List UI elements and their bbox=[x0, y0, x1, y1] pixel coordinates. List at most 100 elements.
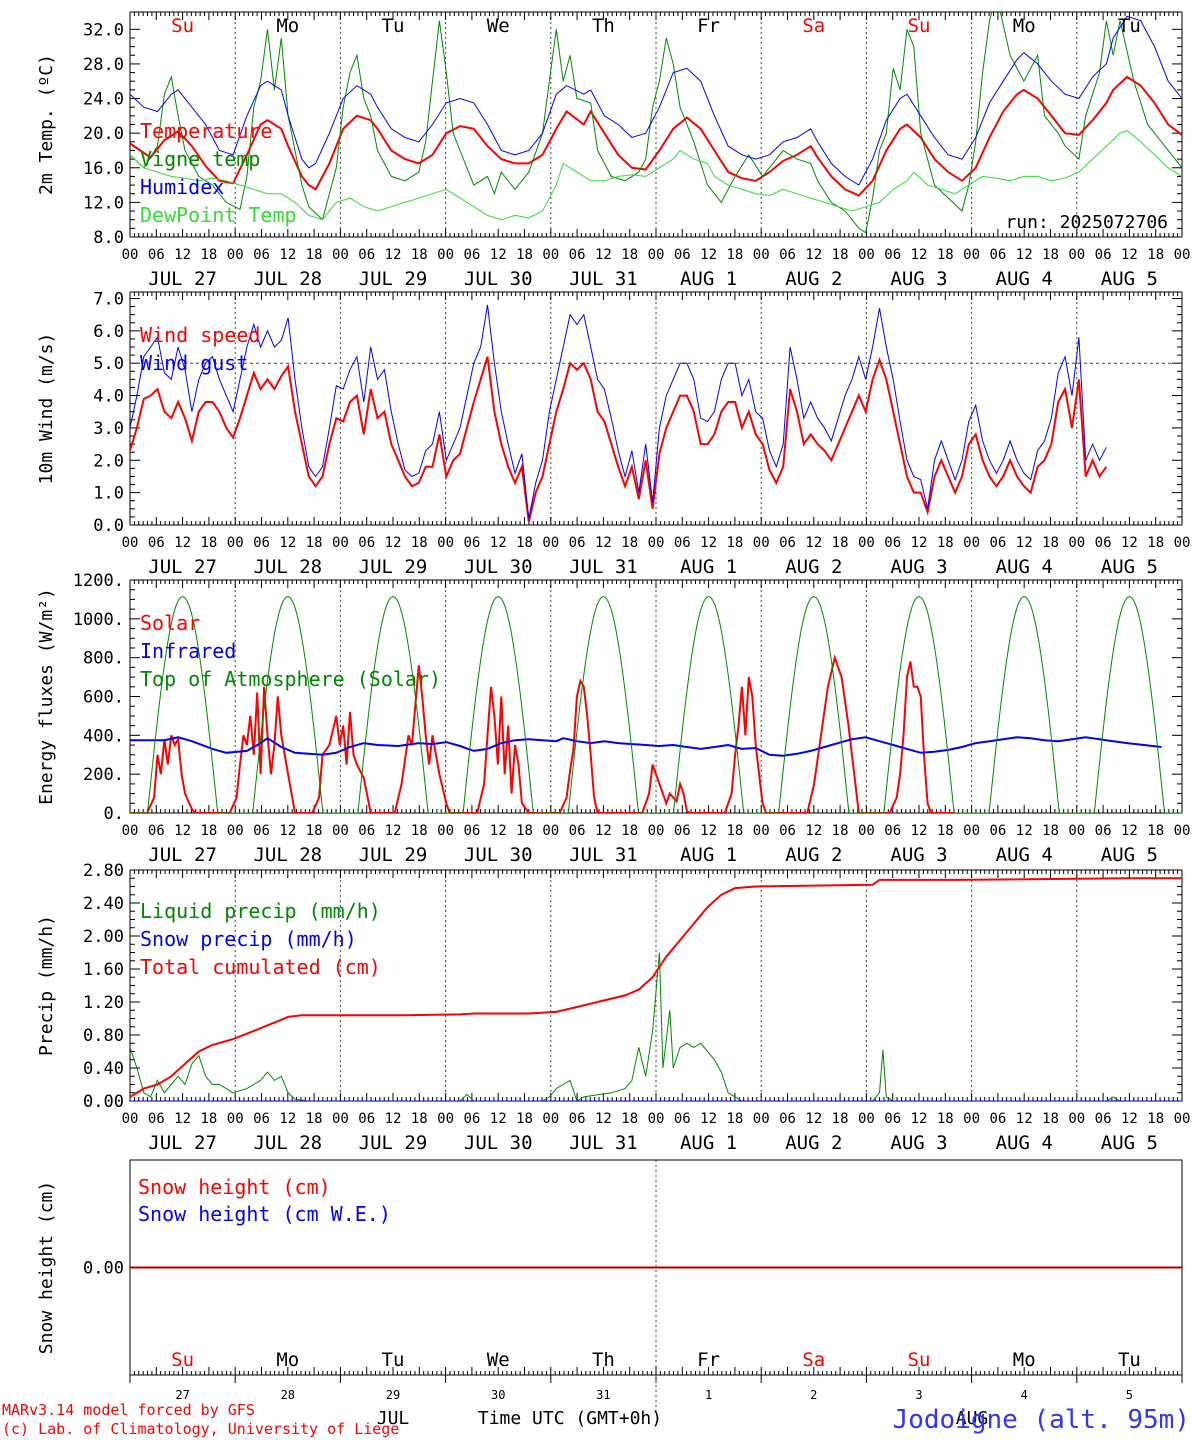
x-hour-label: 18 bbox=[200, 535, 217, 551]
legend-entry: Snow height (cm W.E.) bbox=[138, 1202, 391, 1226]
y-tick-label: 8.0 bbox=[93, 228, 124, 248]
x-hour-label: 18 bbox=[411, 247, 428, 263]
x-hour-label: 12 bbox=[700, 247, 717, 263]
x-hour-label: 00 bbox=[963, 247, 980, 263]
x-hour-label: 06 bbox=[779, 1111, 796, 1127]
y-axis-label: Energy fluxes (W/m²) bbox=[36, 588, 57, 805]
x-hour-label: 06 bbox=[674, 247, 691, 263]
x-hour-label: 12 bbox=[1016, 247, 1033, 263]
x-date-label: AUG 2 bbox=[785, 556, 842, 578]
x-hour-label: 18 bbox=[937, 823, 954, 839]
y-tick-label: 800. bbox=[83, 649, 124, 669]
series-group bbox=[130, 12, 1182, 234]
x-hour-label: 12 bbox=[174, 1111, 191, 1127]
y-tick-label: 16.0 bbox=[83, 159, 124, 179]
x-hour-label: 18 bbox=[516, 1111, 533, 1127]
day-number: 28 bbox=[281, 1388, 295, 1402]
x-date-label: JUL 30 bbox=[464, 556, 533, 578]
x-hour-label: 12 bbox=[279, 823, 296, 839]
x-hour-label: 18 bbox=[832, 1111, 849, 1127]
x-hour-label: 06 bbox=[1095, 823, 1112, 839]
x-hour-label: 12 bbox=[911, 1111, 928, 1127]
x-hour-label: 18 bbox=[937, 1111, 954, 1127]
x-hour-label: 06 bbox=[463, 535, 480, 551]
day-number: 31 bbox=[596, 1388, 610, 1402]
x-hour-label: 18 bbox=[200, 1111, 217, 1127]
day-name-bottom: Sa bbox=[802, 1349, 825, 1371]
x-hour-label: 00 bbox=[332, 823, 349, 839]
y-tick-label: 400. bbox=[83, 726, 124, 746]
x-hour-label: 18 bbox=[1042, 247, 1059, 263]
x-date-label: AUG 4 bbox=[996, 268, 1053, 290]
x-hour-label: 06 bbox=[253, 247, 270, 263]
day-name-top: Tu bbox=[1118, 15, 1141, 37]
x-hour-label: 18 bbox=[726, 1111, 743, 1127]
day-number: 3 bbox=[915, 1388, 922, 1402]
x-hour-label: 18 bbox=[306, 247, 323, 263]
x-hour-label: 12 bbox=[490, 247, 507, 263]
x-hour-label: 06 bbox=[358, 247, 375, 263]
x-date-label: JUL 31 bbox=[569, 844, 638, 866]
day-name-bottom: Fr bbox=[697, 1349, 720, 1371]
x-hour-label: 06 bbox=[884, 535, 901, 551]
x-hour-label: 00 bbox=[858, 1111, 875, 1127]
y-tick-label: 2.80 bbox=[83, 861, 124, 881]
series-line bbox=[130, 877, 1182, 1098]
legend-entry: Temperature bbox=[140, 119, 272, 143]
x-hour-label: 00 bbox=[753, 535, 770, 551]
y-axis-label: 10m Wind (m/s) bbox=[36, 333, 57, 485]
y-tick-label: 5.0 bbox=[93, 354, 124, 374]
x-hour-label: 18 bbox=[1042, 823, 1059, 839]
x-hour-label: 00 bbox=[332, 1111, 349, 1127]
x-date-label: JUL 29 bbox=[359, 844, 428, 866]
y-tick-label: 12.0 bbox=[83, 193, 124, 213]
x-date-label: JUL 30 bbox=[464, 268, 533, 290]
x-date-label: AUG 3 bbox=[890, 556, 947, 578]
y-tick-label: 0. bbox=[104, 804, 124, 824]
day-name-top: Sa bbox=[802, 15, 825, 37]
y-tick-label: 20.0 bbox=[83, 124, 124, 144]
y-tick-label: 2.40 bbox=[83, 894, 124, 914]
x-date-label: AUG 2 bbox=[785, 844, 842, 866]
x-hour-label: 12 bbox=[279, 1111, 296, 1127]
x-hour-label: 00 bbox=[648, 535, 665, 551]
x-hour-label: 06 bbox=[148, 1111, 165, 1127]
x-hour-label: 18 bbox=[200, 247, 217, 263]
x-hour-label: 00 bbox=[122, 247, 139, 263]
x-hour-label: 18 bbox=[832, 535, 849, 551]
x-date-label: JUL 27 bbox=[148, 844, 217, 866]
x-hour-label: 06 bbox=[989, 535, 1006, 551]
x-hour-label: 18 bbox=[832, 247, 849, 263]
y-tick-label: 6.0 bbox=[93, 322, 124, 342]
x-hour-label: 06 bbox=[358, 535, 375, 551]
x-hour-label: 12 bbox=[385, 1111, 402, 1127]
x-date-label: AUG 5 bbox=[1101, 556, 1158, 578]
legend-entry: Solar bbox=[140, 611, 200, 635]
x-date-label: AUG 1 bbox=[680, 1132, 737, 1154]
x-date-label: JUL 28 bbox=[253, 268, 322, 290]
day-name-top: Tu bbox=[382, 15, 405, 37]
y-tick-label: 0.80 bbox=[83, 1026, 124, 1046]
x-hour-label: 06 bbox=[148, 823, 165, 839]
x-hour-label: 12 bbox=[911, 247, 928, 263]
x-hour-label: 00 bbox=[753, 247, 770, 263]
x-hour-label: 06 bbox=[779, 247, 796, 263]
x-date-label: AUG 4 bbox=[996, 844, 1053, 866]
x-date-label: JUL 28 bbox=[253, 1132, 322, 1154]
x-hour-label: 00 bbox=[437, 247, 454, 263]
x-hour-label: 12 bbox=[174, 823, 191, 839]
series-line bbox=[130, 304, 1107, 519]
day-name-top: Mo bbox=[1013, 15, 1036, 37]
day-name-bottom: Su bbox=[908, 1349, 931, 1371]
x-hour-label: 00 bbox=[122, 1111, 139, 1127]
x-hour-label: 12 bbox=[805, 1111, 822, 1127]
x-hour-label: 00 bbox=[858, 535, 875, 551]
x-hour-label: 18 bbox=[306, 535, 323, 551]
y-tick-label: 1.20 bbox=[83, 993, 124, 1013]
x-hour-label: 18 bbox=[1147, 247, 1164, 263]
x-hour-label: 00 bbox=[1068, 247, 1085, 263]
x-hour-label: 18 bbox=[621, 247, 638, 263]
x-date-label: JUL 27 bbox=[148, 268, 217, 290]
series-line bbox=[130, 130, 1182, 221]
legend-entry: Snow height (cm) bbox=[138, 1175, 331, 1199]
